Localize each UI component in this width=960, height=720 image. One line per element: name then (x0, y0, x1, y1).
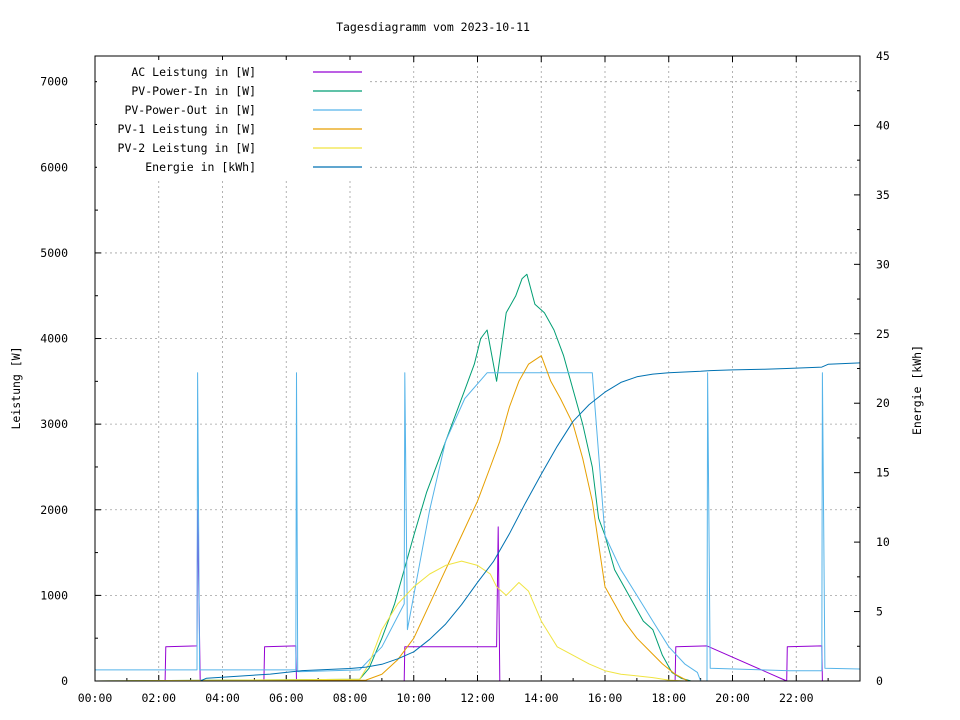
plot-frame (94, 55, 861, 682)
legend-label: Energie in [kWh] (145, 160, 256, 174)
y-tick-label: 4000 (40, 332, 68, 346)
x-tick-label: 06:00 (269, 691, 304, 705)
x-tick-label: 20:00 (715, 691, 750, 705)
x-tick-label: 18:00 (651, 691, 686, 705)
grid (95, 56, 860, 681)
y2-tick-label: 25 (876, 327, 890, 341)
y-tick-label: 2000 (40, 503, 68, 517)
legend: AC Leistung in [W] PV-Power-In in [W] PV-P… (97, 60, 367, 180)
y2-tick-label: 15 (876, 466, 890, 480)
y-tick-label: 7000 (40, 75, 68, 89)
x-tick-label: 02:00 (141, 691, 176, 705)
x-tick-label: 00:00 (78, 691, 113, 705)
series-line-pv-power-out-in-w (95, 372, 861, 682)
y-tick-label: 0 (61, 674, 68, 688)
y2-tick-label: 40 (876, 118, 890, 132)
y2-tick-label: 0 (876, 674, 883, 688)
legend-label: PV-2 Leistung in [W] (118, 141, 256, 155)
series-line-energie-in-kwh (95, 362, 861, 682)
y-axis-label: Leistung [W] (9, 346, 23, 429)
y-tick-label: 3000 (40, 417, 68, 431)
x-tick-label: 22:00 (779, 691, 814, 705)
legend-background (97, 60, 367, 180)
y2-tick-label: 30 (876, 257, 890, 271)
y2-tick-label: 10 (876, 535, 890, 549)
y2-tick-label: 20 (876, 396, 890, 410)
y2-tick-label: 45 (876, 49, 890, 63)
x-tick-labels: 00:00 02:00 04:00 06:00 08:00 10:00 12:00 14:00… (78, 691, 814, 705)
series-line-pv-1-leistung-in-w (94, 355, 860, 682)
legend-label: PV-Power-Out in [W] (124, 103, 256, 117)
y-tick-label: 1000 (40, 588, 68, 602)
series-line-pv-power-in-in-w (94, 273, 860, 682)
plot-area (94, 273, 861, 682)
y-tick-label: 6000 (40, 160, 68, 174)
y2-axis-label: Energie [kWh] (910, 345, 924, 435)
x-tick-label: 16:00 (588, 691, 623, 705)
legend-label: AC Leistung in [W] (131, 65, 256, 79)
y2-tick-labels: 0 5 10 15 20 25 30 35 40 45 (876, 49, 890, 688)
x-tick-label: 12:00 (460, 691, 495, 705)
x-tick-label: 08:00 (333, 691, 368, 705)
chart-title: Tagesdiagramm vom 2023-10-11 (336, 20, 530, 34)
y2-tick-label: 35 (876, 188, 890, 202)
x-tick-label: 14:00 (524, 691, 559, 705)
x-tick-label: 04:00 (205, 691, 240, 705)
y2-tick-label: 5 (876, 605, 883, 619)
legend-label: PV-Power-In in [W] (131, 84, 256, 98)
x-tick-label: 10:00 (396, 691, 431, 705)
legend-label: PV-1 Leistung in [W] (118, 122, 256, 136)
y-tick-labels: 0 1000 2000 3000 4000 5000 6000 7000 (40, 75, 68, 688)
y-tick-label: 5000 (40, 246, 68, 260)
series-line-pv-2-leistung-in-w (94, 560, 860, 682)
